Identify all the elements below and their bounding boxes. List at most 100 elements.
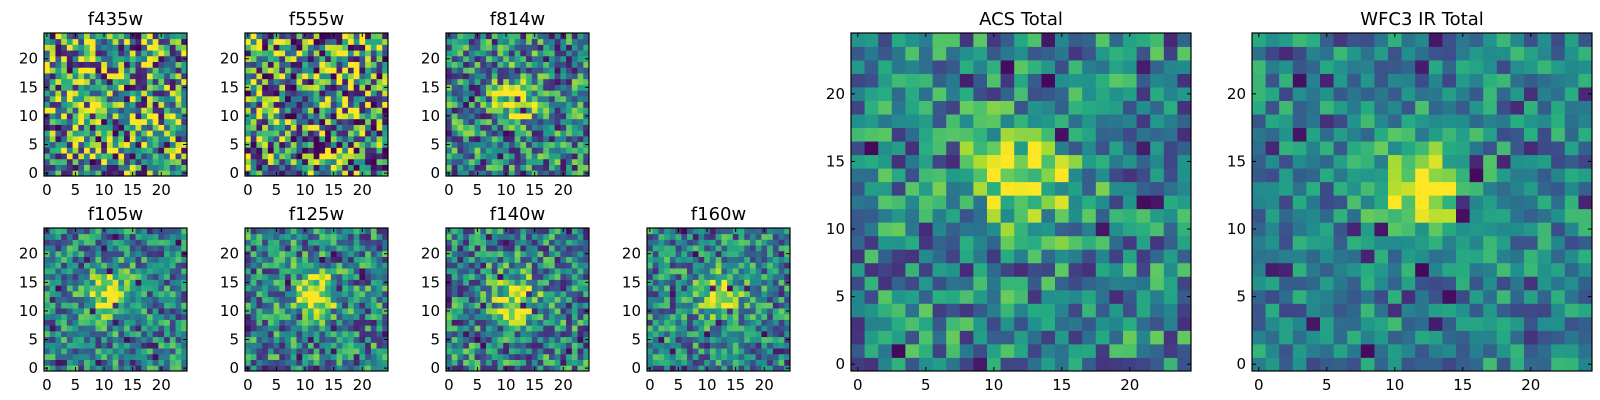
heatmap-cell: [664, 279, 671, 286]
heatmap-cell: [675, 308, 682, 315]
heatmap-cell: [279, 95, 286, 103]
heatmap-cell: [669, 365, 676, 372]
heatmap-cell: [285, 84, 292, 91]
heatmap-cell: [279, 279, 286, 286]
heatmap-cell: [175, 170, 182, 177]
heatmap-cell: [932, 276, 947, 291]
heatmap-cell: [164, 330, 171, 338]
heatmap-cell: [491, 302, 498, 309]
heatmap-cell: [290, 353, 297, 360]
heatmap-cell: [273, 164, 280, 171]
heatmap-cell: [152, 107, 159, 114]
heatmap-cell: [784, 273, 791, 280]
heatmap-cell: [112, 50, 119, 57]
heatmap-cell: [658, 330, 665, 338]
heatmap-cell: [347, 342, 355, 349]
heatmap-cell: [152, 78, 159, 85]
heatmap-cell: [463, 107, 470, 114]
heatmap-cell: [480, 296, 487, 303]
heatmap-cell: [262, 342, 269, 349]
heatmap-cell: [66, 118, 73, 125]
heatmap-cell: [347, 336, 355, 343]
heatmap-cell: [755, 290, 762, 298]
heatmap-cell: [727, 285, 734, 292]
heatmap-cell: [106, 256, 114, 263]
heatmap-cell: [336, 336, 343, 343]
heatmap-cell: [353, 273, 360, 280]
heatmap-cell: [543, 228, 550, 235]
heatmap-cell: [112, 245, 119, 252]
heatmap-cell: [250, 359, 257, 366]
heatmap-cell: [566, 342, 573, 349]
heatmap-cell: [571, 245, 578, 252]
heatmap-cell: [1014, 235, 1029, 250]
heatmap-cell: [141, 233, 148, 240]
heatmap-cell: [250, 90, 257, 97]
heatmap-cell: [285, 348, 292, 355]
heatmap-cell: [727, 353, 734, 360]
heatmap-cell: [141, 342, 148, 349]
heatmap-cell: [256, 308, 263, 315]
heatmap-cell: [531, 342, 538, 349]
heatmap-cell: [124, 170, 131, 177]
heatmap-cell: [101, 90, 108, 97]
heatmap-cell: [359, 101, 366, 108]
heatmap-cell: [101, 279, 108, 286]
heatmap-cell: [727, 273, 734, 280]
heatmap-cell: [175, 239, 182, 246]
heatmap-cell: [296, 228, 303, 235]
heatmap-cell: [486, 158, 493, 165]
heatmap-cell: [669, 262, 676, 269]
heatmap-cell: [721, 336, 728, 343]
heatmap-cell: [554, 268, 561, 275]
heatmap-cell: [687, 308, 694, 315]
heatmap-cell: [537, 38, 544, 45]
heatmap-cell: [486, 107, 493, 114]
heatmap-cell: [669, 302, 676, 309]
heatmap-cell: [106, 50, 114, 57]
heatmap-cell: [474, 107, 481, 114]
heatmap-cell: [319, 147, 326, 154]
heatmap-cell: [285, 239, 292, 246]
heatmap-cell: [571, 359, 578, 366]
heatmap-cell: [497, 325, 504, 332]
heatmap-cell: [583, 153, 590, 160]
heatmap-cell: [1027, 168, 1042, 183]
heatmap-cell: [325, 90, 332, 97]
heatmap-cell: [463, 308, 470, 315]
heatmap-cell: [66, 268, 73, 275]
heatmap-cell: [744, 268, 751, 275]
heatmap-cell: [508, 336, 516, 343]
heatmap-cell: [577, 95, 584, 103]
heatmap-cell: [353, 67, 360, 74]
heatmap-cell: [560, 233, 567, 240]
heatmap-cell: [61, 50, 68, 57]
heatmap-cell: [1177, 195, 1192, 210]
heatmap-cell: [347, 158, 355, 165]
heatmap-cell: [89, 33, 96, 40]
heatmap-cell: [508, 95, 516, 103]
heatmap-cell: [526, 158, 533, 165]
heatmap-cell: [537, 285, 544, 292]
heatmap-cell: [715, 365, 722, 372]
heatmap-cell: [554, 101, 561, 108]
heatmap-cell: [342, 113, 349, 120]
heatmap-cell: [296, 158, 303, 165]
heatmap-cell: [537, 325, 544, 332]
heatmap-cell: [698, 262, 705, 269]
heatmap-cell: [61, 130, 68, 137]
heatmap-cell: [987, 316, 1001, 331]
heatmap-cell: [256, 135, 263, 143]
heatmap-cell: [1041, 357, 1056, 372]
heatmap-cell: [365, 273, 372, 280]
heatmap-cell: [307, 141, 315, 148]
heatmap-cell: [169, 273, 176, 280]
heatmap-cell: [905, 181, 920, 196]
heatmap-cell: [146, 95, 154, 103]
heatmap-cell: [486, 73, 493, 80]
heatmap-cell: [577, 273, 584, 280]
heatmap-cell: [44, 342, 51, 349]
heatmap-cell: [353, 325, 360, 332]
heatmap-cell: [359, 336, 366, 343]
heatmap-cell: [491, 170, 498, 177]
